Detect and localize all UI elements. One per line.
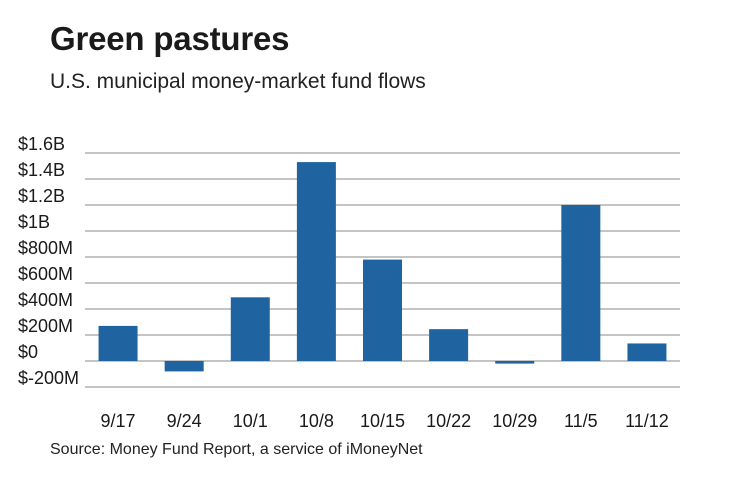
source-note: Source: Money Fund Report, a service of … (50, 441, 423, 458)
chart-title: Green pastures (50, 20, 290, 57)
x-tick-label: 9/24 (167, 411, 202, 431)
bar-11-5 (561, 205, 601, 361)
y-tick-label: $1.2B (18, 186, 65, 206)
y-tick-label: $1.4B (18, 160, 65, 180)
x-tick-label: 10/29 (492, 411, 537, 431)
x-tick-label: 9/17 (101, 411, 136, 431)
bar-10-22 (429, 329, 469, 361)
y-tick-label: $1B (18, 212, 50, 232)
x-tick-label: 10/1 (233, 411, 268, 431)
bar-10-29 (495, 361, 535, 364)
bar-11-12 (627, 343, 667, 361)
y-tick-label: $600M (18, 264, 73, 284)
y-tick-label: $200M (18, 316, 73, 336)
bar-10-15 (363, 259, 402, 361)
x-tick-label: 10/8 (299, 411, 334, 431)
x-tick-label: 11/5 (564, 411, 598, 431)
x-tick-label: 10/15 (360, 411, 405, 431)
chart-subtitle: U.S. municipal money-market fund flows (50, 70, 426, 93)
bar-9-17 (98, 325, 138, 361)
bar-10-1 (230, 297, 270, 361)
x-tick-label: 10/22 (426, 411, 471, 431)
x-tick-label: 11/12 (625, 411, 669, 431)
y-tick-label: $1.6B (18, 134, 65, 154)
y-tick-label: $400M (18, 290, 73, 310)
y-tick-label: $-200M (18, 368, 79, 388)
bar-10-8 (296, 162, 336, 361)
bar-9-24 (164, 361, 204, 372)
y-tick-label: $0 (18, 342, 38, 362)
y-tick-label: $800M (18, 238, 73, 258)
